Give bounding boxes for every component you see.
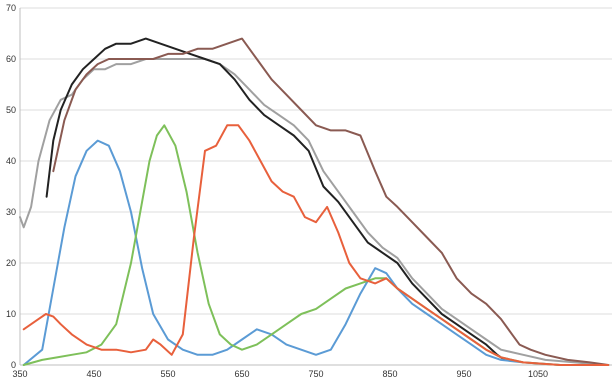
axes [19,8,612,366]
y-tick-label: 60 [6,54,16,64]
y-tick-label: 40 [6,156,16,166]
x-tick-label: 950 [456,369,471,379]
series-line-2 [45,37,506,361]
series-lines [19,37,610,366]
x-tick-label: 350 [12,369,27,379]
y-tick-label: 20 [6,258,16,268]
series-line-3 [52,37,610,366]
y-tick-label: 50 [6,105,16,115]
y-tick-label: 0 [11,360,16,370]
y-tick-label: 30 [6,207,16,217]
y-tick-labels: 0 10 20 30 40 50 60 70 [6,3,16,370]
y-tick-label: 10 [6,309,16,319]
y-tick-label: 70 [6,3,16,13]
x-tick-label: 650 [234,369,249,379]
series-line-6 [22,124,610,366]
x-tick-labels: 350 450 550 650 750 850 950 1050 [12,369,548,379]
x-tick-label: 550 [160,369,175,379]
x-tick-label: 850 [382,369,397,379]
x-tick-label: 750 [308,369,323,379]
gridlines [20,7,612,315]
x-tick-label: 1050 [528,369,548,379]
x-tick-label: 450 [86,369,101,379]
